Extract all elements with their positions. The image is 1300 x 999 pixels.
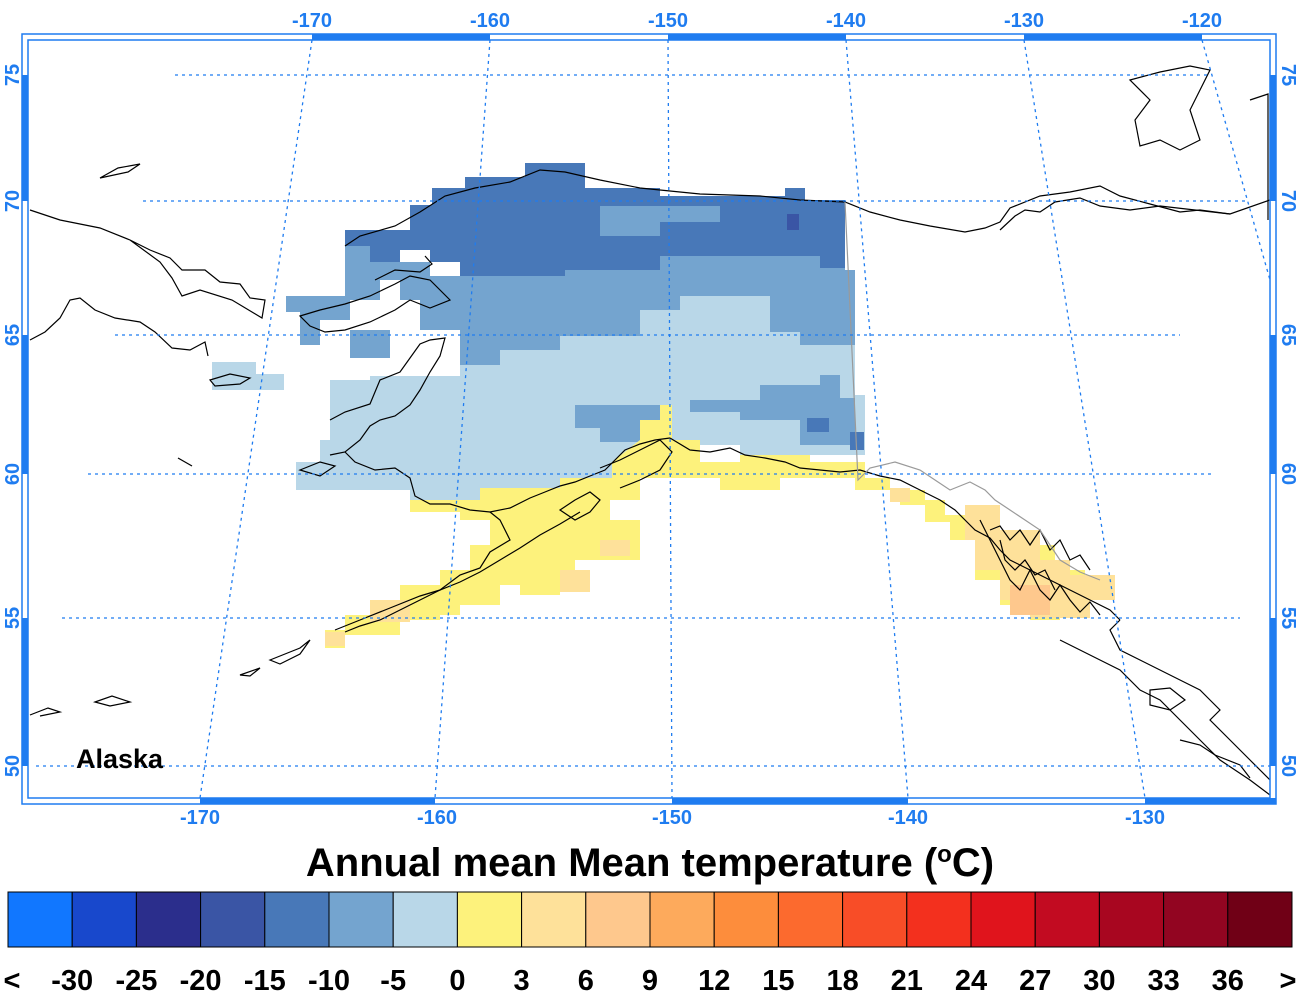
cell-region-light-patch-north xyxy=(600,206,720,236)
colorbar-label: < xyxy=(4,965,21,997)
lon-label-bottom: -130 xyxy=(1125,807,1165,829)
lon-labels-top: -170 -160 -150 -140 -130 -120 xyxy=(292,10,1222,32)
colorbar-swatch xyxy=(135,891,202,948)
colorbar-label: 24 xyxy=(955,965,987,997)
colorbar-label: 21 xyxy=(891,965,923,997)
cell-region-light xyxy=(296,296,865,500)
colorbar-label: 18 xyxy=(826,965,858,997)
colorbar-label: 3 xyxy=(514,965,530,997)
colorbar-label: 27 xyxy=(1019,965,1051,997)
colorbar-swatch xyxy=(456,891,523,948)
lat-label-left: 75 xyxy=(2,64,24,86)
cell-region-bering-island xyxy=(212,362,284,390)
colorbar-swatch xyxy=(200,891,266,948)
lat-label-left: 70 xyxy=(2,190,24,212)
lon-label-bottom: -140 xyxy=(888,807,928,829)
lon-labels-bottom: -170 -160 -150 -140 -130 xyxy=(180,807,1165,829)
colorbar-label: -25 xyxy=(115,965,157,997)
lon-label-bottom: -150 xyxy=(652,807,692,829)
cell-orange-1 xyxy=(560,570,590,592)
colorbar-swatch xyxy=(392,891,458,948)
colorbar-swatch xyxy=(1163,891,1229,948)
lat-label-left: 60 xyxy=(2,463,24,485)
lon-label-top: -140 xyxy=(826,10,866,32)
cell-dark-se2 xyxy=(850,432,864,450)
colorbar-label: 9 xyxy=(642,965,658,997)
colorbar-swatch xyxy=(842,891,908,948)
lat-label-left: 65 xyxy=(2,324,24,346)
lat-label-right: 50 xyxy=(1277,755,1299,777)
lat-labels-right: 75 70 65 60 55 50 xyxy=(1277,64,1299,777)
lat-label-right: 55 xyxy=(1277,607,1299,629)
colorbar-swatch xyxy=(328,891,394,948)
colorbar-swatch xyxy=(906,891,972,948)
colorbar-swatch xyxy=(713,891,779,948)
lon-label-top: -160 xyxy=(470,10,510,32)
lon-label-bottom: -160 xyxy=(417,807,457,829)
colorbar-swatch xyxy=(1098,891,1165,948)
colorbar-label: -10 xyxy=(308,965,350,997)
temperature-cells xyxy=(212,163,1115,648)
lat-label-right: 70 xyxy=(1277,190,1299,212)
title-unit: C) xyxy=(952,841,994,885)
lat-labels-left: 75 70 65 60 55 50 xyxy=(2,64,24,777)
cell-cool-west-island xyxy=(350,330,390,358)
lon-label-top: -170 xyxy=(292,10,332,32)
colorbar-swatch xyxy=(585,891,651,948)
colorbar-label: 36 xyxy=(1212,965,1244,997)
cell-region-cool xyxy=(286,246,855,365)
cell-orange-panhandle xyxy=(965,505,1115,618)
colorbar-label: 33 xyxy=(1147,965,1179,997)
lat-label-right: 75 xyxy=(1277,64,1299,86)
region-label: Alaska xyxy=(76,744,164,774)
cell-dark-se xyxy=(807,418,829,432)
colorbar-swatch xyxy=(1034,891,1100,948)
map-title: Annual mean Mean temperature (oC) xyxy=(306,841,994,885)
colorbar-label: -15 xyxy=(244,965,286,997)
colorbar-swatch xyxy=(970,891,1036,948)
lat-label-left: 55 xyxy=(2,607,24,629)
map-frame xyxy=(21,33,1277,805)
cell-region-cool-south xyxy=(575,405,660,442)
colorbar-swatch xyxy=(7,891,73,948)
title-degree: o xyxy=(937,841,952,868)
colorbar-swatch xyxy=(71,891,137,948)
borders xyxy=(844,201,1101,581)
lon-label-top: -150 xyxy=(648,10,688,32)
colorbar-label: -20 xyxy=(180,965,222,997)
colorbar-labels: < -30 -25 -20 -15 -10 -5 0 3 6 9 12 15 18 21 24 27 30 33 36… xyxy=(4,965,1297,997)
colorbar-swatch xyxy=(777,891,844,948)
cell-orange-4 xyxy=(600,540,630,556)
lat-label-right: 60 xyxy=(1277,463,1299,485)
colorbar xyxy=(7,891,1293,948)
colorbar-label: 6 xyxy=(578,965,594,997)
colorbar-swatch xyxy=(1227,891,1293,948)
cell-orange-3 xyxy=(325,632,345,646)
colorbar-swatch xyxy=(521,891,587,948)
colorbar-label: 15 xyxy=(762,965,794,997)
graticule xyxy=(36,40,1270,798)
colorbar-label: -5 xyxy=(380,965,406,997)
title-main: Annual mean Mean temperature ( xyxy=(306,841,938,885)
colorbar-label: -30 xyxy=(51,965,93,997)
cell-darkest xyxy=(787,214,799,230)
lat-label-right: 65 xyxy=(1277,324,1299,346)
cell-region-cold-west xyxy=(345,230,400,262)
colorbar-label: 12 xyxy=(698,965,730,997)
coastline xyxy=(29,65,1270,796)
cell-orange-panhandle-2 xyxy=(1010,585,1050,615)
lon-label-top: -120 xyxy=(1182,10,1222,32)
cell-orange-panhandle-3 xyxy=(890,488,910,502)
lat-label-left: 50 xyxy=(2,755,24,777)
colorbar-label: 30 xyxy=(1083,965,1115,997)
lon-label-bottom: -170 xyxy=(180,807,220,829)
colorbar-swatch xyxy=(264,891,330,948)
cell-orange-2 xyxy=(370,600,410,622)
colorbar-label: > xyxy=(1280,965,1297,997)
colorbar-label: 0 xyxy=(449,965,465,997)
colorbar-swatch xyxy=(649,891,715,948)
lon-label-top: -130 xyxy=(1004,10,1044,32)
